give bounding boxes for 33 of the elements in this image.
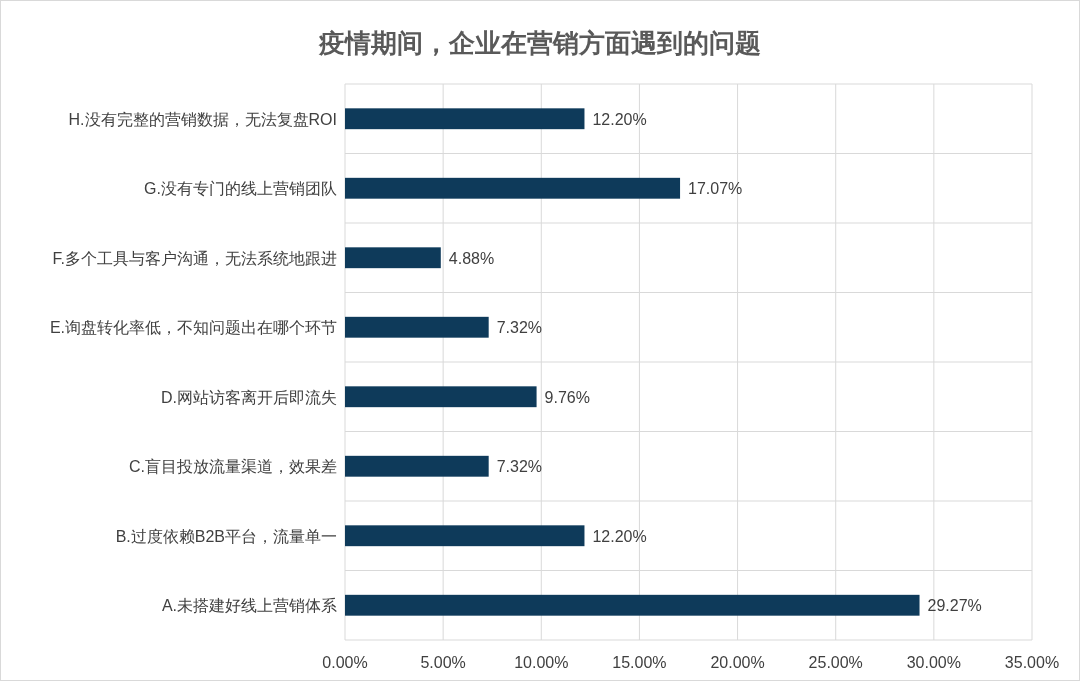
x-tick-label: 25.00% xyxy=(808,654,863,671)
data-label: 12.20% xyxy=(592,110,647,128)
x-tick-label: 35.00% xyxy=(1004,654,1060,671)
bar xyxy=(345,177,681,199)
x-tick-label: 10.00% xyxy=(514,654,569,671)
x-tick-label: 15.00% xyxy=(612,654,667,671)
data-label: 17.07% xyxy=(688,180,743,198)
data-label: 29.27% xyxy=(927,597,982,615)
y-tick-label: E.询盘转化率低，不知问题出在哪个环节 xyxy=(49,319,337,337)
x-tick-label: 30.00% xyxy=(906,654,961,671)
data-label: 7.32% xyxy=(496,458,543,476)
bar xyxy=(345,316,489,338)
y-tick-label: C.盲目投放流量渠道，效果差 xyxy=(129,458,337,476)
y-tick-label: B.过度依赖B2B平台，流量单一 xyxy=(115,527,337,545)
chart-title: 疫情期间，企业在营销方面遇到的问题 xyxy=(318,28,761,58)
x-tick-label: 5.00% xyxy=(420,654,466,671)
y-tick-label: G.没有专门的线上营销团队 xyxy=(144,180,337,198)
y-tick-label: D.网站访客离开后即流失 xyxy=(161,388,337,406)
data-label: 7.32% xyxy=(496,319,543,337)
data-label: 4.88% xyxy=(448,249,495,267)
bar xyxy=(345,108,585,130)
bar xyxy=(345,594,920,616)
y-tick-label: F.多个工具与客户沟通，无法系统地跟进 xyxy=(52,249,337,267)
y-tick-label: H.没有完整的营销数据，无法复盘ROI xyxy=(68,110,337,128)
data-label: 12.20% xyxy=(592,527,647,545)
bar xyxy=(345,386,537,408)
bar xyxy=(345,247,441,269)
x-tick-label: 20.00% xyxy=(710,654,765,671)
x-tick-label: 0.00% xyxy=(322,654,368,671)
y-tick-label: A.未搭建好线上营销体系 xyxy=(161,597,337,615)
data-label: 9.76% xyxy=(544,388,590,406)
bar xyxy=(345,455,489,477)
bar xyxy=(345,525,585,547)
